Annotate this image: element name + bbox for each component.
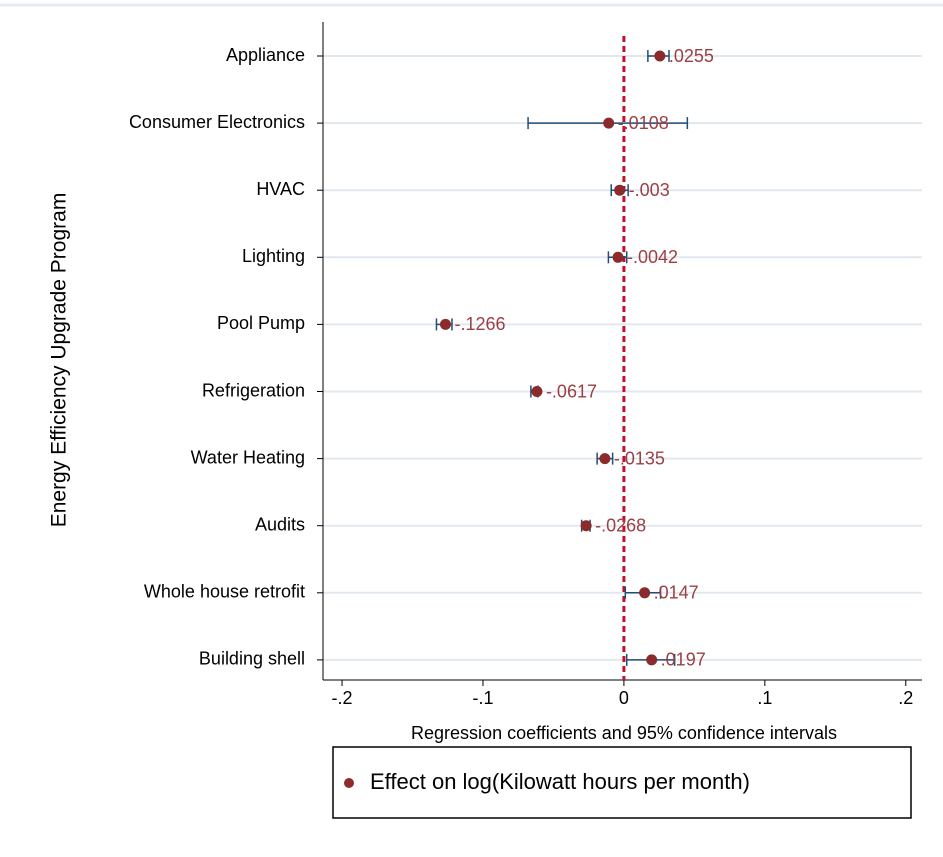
value-label: -.0135 — [614, 448, 665, 468]
legend-marker — [344, 778, 354, 788]
coefficient-point — [599, 453, 611, 465]
y-tick-label: Audits — [255, 514, 305, 534]
x-tick-label: .2 — [898, 688, 913, 708]
y-tick-label: HVAC — [256, 179, 305, 199]
coefficient-point — [639, 587, 651, 599]
value-label: -.1266 — [454, 314, 505, 334]
x-axis-title: Regression coefficients and 95% confiden… — [411, 723, 837, 743]
coefficient-point — [612, 251, 624, 263]
coefficient-point — [646, 654, 658, 666]
x-tick-label: 0 — [619, 688, 629, 708]
legend-label: Effect on log(Kilowatt hours per month) — [370, 769, 750, 794]
y-tick-label: Lighting — [242, 246, 305, 266]
legend-box — [332, 746, 912, 819]
value-label: .0197 — [661, 650, 706, 670]
y-tick-label: Consumer Electronics — [129, 112, 305, 132]
x-tick-label: -.1 — [472, 688, 493, 708]
value-label: -.0108 — [618, 113, 669, 133]
value-label: -.0617 — [546, 381, 597, 401]
y-tick-label: Pool Pump — [217, 313, 305, 333]
coefficient-point — [614, 184, 626, 196]
y-tick-label: Appliance — [226, 45, 305, 65]
coefficient-point — [439, 318, 451, 330]
coefficient-point — [531, 386, 543, 397]
y-tick-label: Refrigeration — [202, 380, 305, 400]
value-label: .0147 — [654, 583, 699, 603]
value-label: .0255 — [669, 46, 714, 66]
value-label: -.0268 — [595, 515, 646, 535]
y-axis-title: Energy Efficiency Upgrade Program — [48, 193, 71, 528]
y-tick-label: Whole house retrofit — [144, 582, 305, 602]
value-label: -.003 — [629, 180, 670, 200]
x-tick-label: -.2 — [332, 688, 353, 708]
coefficient-point — [654, 50, 666, 62]
x-tick-label: .1 — [757, 688, 772, 708]
y-tick-label: Building shell — [199, 649, 305, 669]
coefficient-point — [603, 117, 615, 129]
y-tick-label: Water Heating — [191, 447, 305, 467]
value-label: -.0042 — [627, 247, 678, 267]
coefficient-point — [580, 520, 592, 532]
